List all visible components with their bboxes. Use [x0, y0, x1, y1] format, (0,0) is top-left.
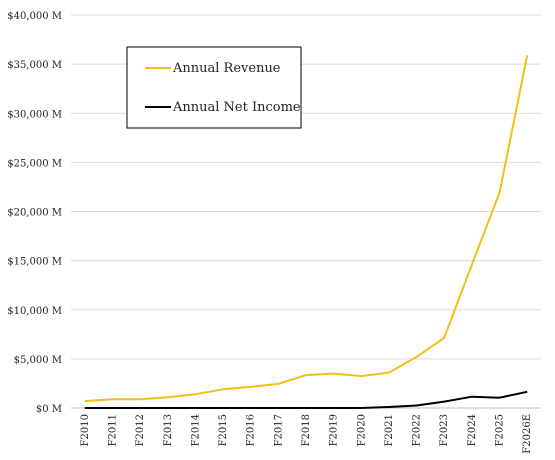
x-tick-label: F2013: [163, 414, 174, 446]
x-axis-tick-labels: F2010 F2011 F2012 F2013 F2014 F2015 F2016 F2017…: [80, 414, 533, 454]
y-axis-tick-labels: $0 M $5,000 M $10,000 M $15,000 M $20,000 M $…: [7, 11, 62, 415]
x-tick-label: F2023: [439, 414, 450, 446]
x-tick-label: F2015: [218, 414, 229, 446]
x-tick-label: F2014: [190, 414, 201, 446]
x-tick-label: F2019: [329, 414, 340, 446]
y-tick-label: $40,000 M: [7, 11, 62, 22]
x-tick-label: F2012: [135, 414, 146, 446]
y-tick-label: $25,000 M: [7, 158, 62, 169]
legend-box: [126, 46, 302, 129]
x-tick-label: F2017: [273, 414, 284, 446]
x-tick-label: F2018: [301, 414, 312, 446]
y-tick-label: $20,000 M: [7, 208, 62, 219]
x-tick-label: F2016: [246, 414, 257, 446]
x-tick-label: F2020: [356, 414, 367, 446]
y-tick-label: $35,000 M: [7, 60, 62, 71]
x-tick-label: F2022: [412, 414, 423, 446]
series-line-net-income: [84, 390, 528, 409]
legend-label-revenue: Annual Revenue: [172, 61, 281, 76]
y-tick-label: $10,000 M: [7, 306, 62, 317]
y-tick-label: $15,000 M: [7, 257, 62, 268]
y-tick-label: $30,000 M: [7, 109, 62, 120]
x-tick-label: F2025: [495, 414, 506, 446]
legend: Annual Revenue Annual Net Income: [126, 46, 302, 129]
y-tick-label: $5,000 M: [14, 355, 62, 366]
x-tick-label: F2024: [467, 414, 478, 446]
x-tick-label: F2021: [384, 414, 395, 446]
x-tick-label: F2010: [80, 414, 91, 446]
series-lines: [84, 55, 529, 409]
x-tick-label: F2026E: [522, 414, 533, 454]
y-tick-label: $0 M: [36, 404, 62, 415]
legend-label-net-income: Annual Net Income: [172, 100, 301, 115]
series-line-revenue: [84, 55, 529, 403]
x-tick-label: F2011: [107, 414, 118, 446]
